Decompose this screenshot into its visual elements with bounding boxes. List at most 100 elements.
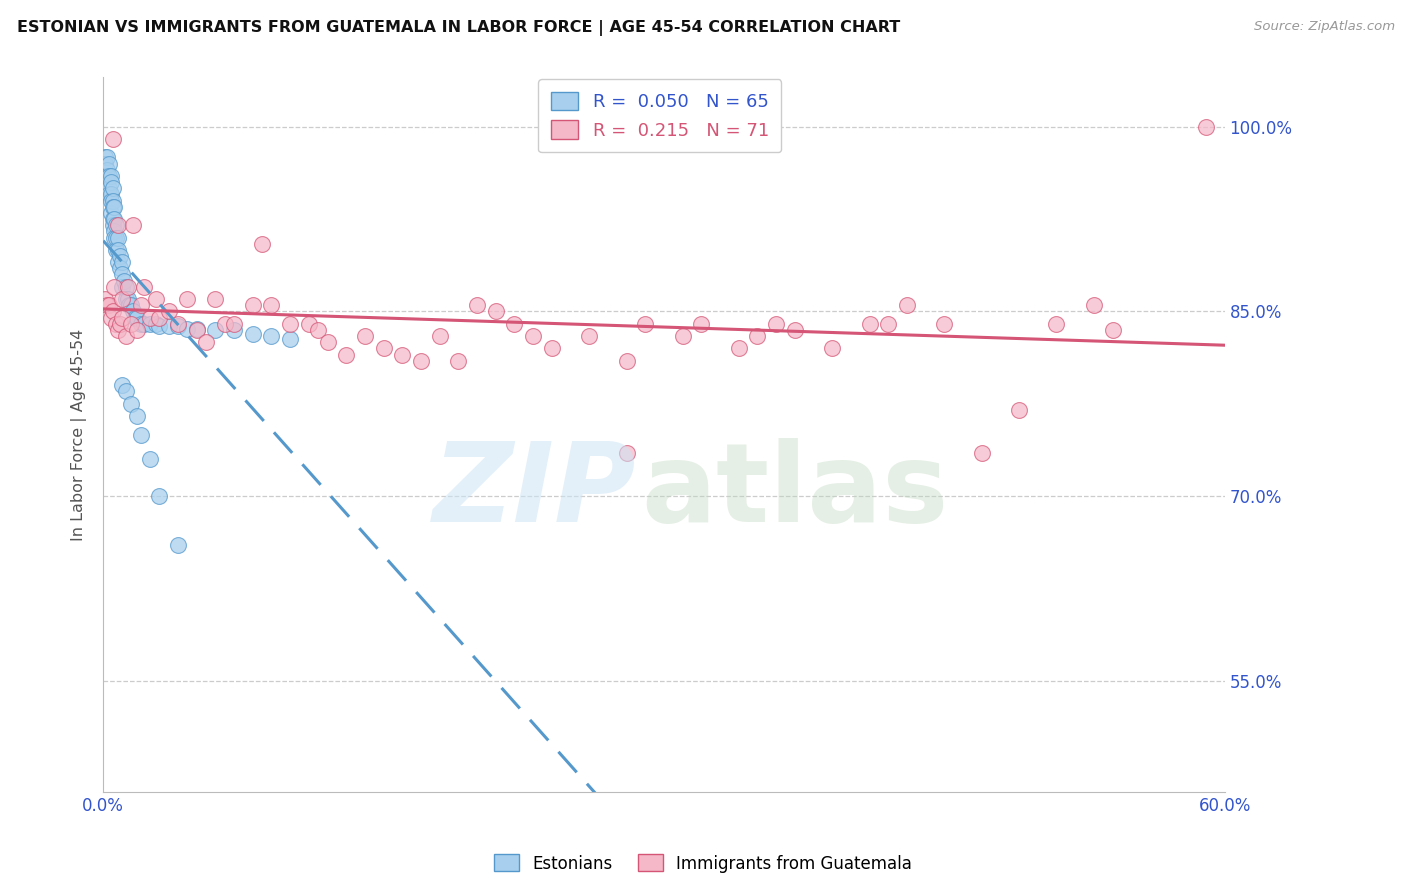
- Point: [970, 446, 993, 460]
- Point: [373, 342, 395, 356]
- Point: [214, 317, 236, 331]
- Point: [108, 317, 131, 331]
- Point: [122, 304, 145, 318]
- Point: [727, 342, 749, 356]
- Point: [167, 319, 190, 334]
- Point: [242, 326, 264, 341]
- Point: [97, 169, 120, 183]
- Point: [465, 298, 488, 312]
- Point: [103, 230, 125, 244]
- Point: [125, 409, 148, 423]
- Point: [124, 310, 146, 325]
- Point: [616, 446, 638, 460]
- Point: [298, 317, 321, 331]
- Point: [107, 218, 129, 232]
- Point: [167, 538, 190, 552]
- Point: [634, 317, 657, 331]
- Point: [120, 317, 142, 331]
- Point: [105, 243, 128, 257]
- Point: [278, 331, 301, 345]
- Point: [100, 175, 122, 189]
- Point: [204, 292, 226, 306]
- Point: [485, 304, 508, 318]
- Point: [94, 156, 117, 170]
- Point: [250, 236, 273, 251]
- Point: [148, 310, 170, 325]
- Point: [1083, 298, 1105, 312]
- Y-axis label: In Labor Force | Age 45-54: In Labor Force | Age 45-54: [72, 328, 87, 541]
- Point: [145, 292, 167, 306]
- Point: [354, 329, 377, 343]
- Legend: R =  0.050   N = 65, R =  0.215   N = 71: R = 0.050 N = 65, R = 0.215 N = 71: [538, 79, 782, 153]
- Point: [134, 280, 156, 294]
- Point: [105, 230, 128, 244]
- Point: [765, 317, 787, 331]
- Point: [616, 353, 638, 368]
- Point: [522, 329, 544, 343]
- Point: [108, 249, 131, 263]
- Point: [120, 397, 142, 411]
- Point: [335, 347, 357, 361]
- Point: [118, 298, 141, 312]
- Text: Source: ZipAtlas.com: Source: ZipAtlas.com: [1254, 20, 1395, 33]
- Point: [112, 274, 135, 288]
- Point: [97, 187, 120, 202]
- Point: [94, 292, 117, 306]
- Point: [97, 298, 120, 312]
- Point: [108, 261, 131, 276]
- Point: [114, 280, 136, 294]
- Point: [100, 194, 122, 208]
- Point: [125, 323, 148, 337]
- Point: [783, 323, 806, 337]
- Point: [391, 347, 413, 361]
- Point: [186, 321, 208, 335]
- Point: [139, 452, 162, 467]
- Point: [260, 298, 283, 312]
- Point: [1045, 317, 1067, 331]
- Point: [316, 335, 339, 350]
- Point: [278, 317, 301, 331]
- Point: [134, 317, 156, 331]
- Legend: Estonians, Immigrants from Guatemala: Estonians, Immigrants from Guatemala: [488, 847, 918, 880]
- Text: ZIP: ZIP: [433, 438, 636, 545]
- Point: [125, 310, 148, 325]
- Point: [94, 151, 117, 165]
- Point: [101, 304, 124, 318]
- Point: [100, 187, 122, 202]
- Point: [101, 181, 124, 195]
- Point: [242, 298, 264, 312]
- Point: [101, 194, 124, 208]
- Point: [114, 292, 136, 306]
- Point: [117, 280, 139, 294]
- Point: [307, 323, 329, 337]
- Point: [111, 268, 134, 282]
- Point: [97, 156, 120, 170]
- Point: [103, 280, 125, 294]
- Point: [96, 162, 118, 177]
- Point: [896, 298, 918, 312]
- Point: [103, 200, 125, 214]
- Point: [101, 132, 124, 146]
- Point: [120, 298, 142, 312]
- Point: [260, 329, 283, 343]
- Point: [176, 321, 198, 335]
- Point: [540, 342, 562, 356]
- Point: [578, 329, 600, 343]
- Point: [129, 298, 152, 312]
- Point: [105, 218, 128, 232]
- Point: [100, 169, 122, 183]
- Point: [107, 243, 129, 257]
- Point: [186, 323, 208, 337]
- Text: atlas: atlas: [641, 438, 949, 545]
- Point: [111, 280, 134, 294]
- Point: [117, 292, 139, 306]
- Point: [100, 310, 122, 325]
- Point: [1195, 120, 1218, 134]
- Point: [429, 329, 451, 343]
- Point: [858, 317, 880, 331]
- Point: [447, 353, 470, 368]
- Point: [129, 317, 152, 331]
- Point: [105, 317, 128, 331]
- Point: [409, 353, 432, 368]
- Point: [101, 212, 124, 227]
